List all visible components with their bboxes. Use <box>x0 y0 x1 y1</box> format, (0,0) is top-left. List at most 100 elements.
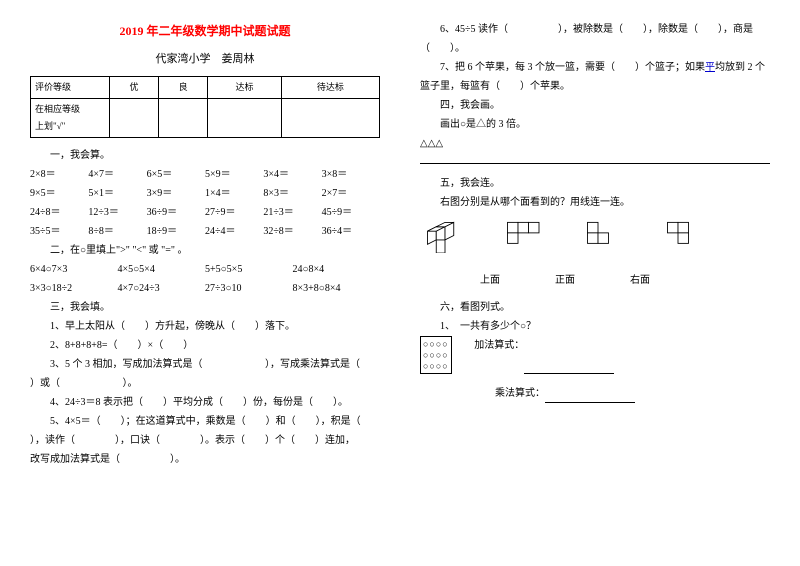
q7-underline: 平 <box>705 62 715 73</box>
circle-row: ○○○○ <box>423 350 449 361</box>
calc-row: 35÷5＝ 8÷8＝ 18÷9＝ 24÷4＝ 32÷8＝ 36÷4＝ <box>30 222 380 241</box>
calc-row: 9×5＝ 5×1＝ 3×9＝ 1×4＝ 8×3＝ 2×7＝ <box>30 184 380 203</box>
view-shape-icon <box>580 218 630 253</box>
right-column: 6、45÷5 读作（ ），被除数是（ ），除数是（ ），商是（ ）。 7、把 6… <box>420 20 770 469</box>
eq: 24÷4＝ <box>205 222 263 241</box>
label-top: 上面 <box>480 271 500 290</box>
answer-line <box>545 402 635 403</box>
eval-col-a: 优 <box>110 76 159 98</box>
view-labels: 上面 正面 右面 <box>480 271 770 290</box>
q3a: 3、5 个 3 相加，写成加法算式是（ <box>50 359 203 370</box>
compare-row: 3×3○18÷2 4×7○24÷3 27÷3○10 8×3+8○8×4 <box>30 279 380 298</box>
answer-line <box>524 373 614 374</box>
eq: 8×3＝ <box>263 184 321 203</box>
cube-3d-icon <box>420 218 470 253</box>
eq: 3×8＝ <box>322 165 380 184</box>
q61: 1、 一共有多少个○？ <box>420 317 770 336</box>
eq: 24÷8＝ <box>30 203 88 222</box>
q3b: ），写成乘法算式是（ <box>265 359 360 370</box>
label-front: 正面 <box>555 271 575 290</box>
q6: 6、45÷5 读作（ ），被除数是（ ），除数是（ ），商是（ ）。 <box>420 20 770 58</box>
eq: 8÷8＝ <box>88 222 146 241</box>
eq: 5×1＝ <box>88 184 146 203</box>
eq: 3×3○18÷2 <box>30 279 118 298</box>
eq: 27÷9＝ <box>205 203 263 222</box>
calc-row: 24÷8＝ 12÷3＝ 36÷9＝ 27÷9＝ 21÷3＝ 45÷9＝ <box>30 203 380 222</box>
eq: 36÷4＝ <box>322 222 380 241</box>
eq: 8×3+8○8×4 <box>293 279 381 298</box>
q3-line2: ）或（ ）。 <box>30 374 380 393</box>
eval-table: 评价等级 优 良 达标 待达标 在相应等级 上划"√" <box>30 76 380 138</box>
eq: 2×7＝ <box>322 184 380 203</box>
label-right: 右面 <box>630 271 650 290</box>
eq: 4×5○5×4 <box>118 260 206 279</box>
eq: 18÷9＝ <box>147 222 205 241</box>
q7: 7、把 6 个苹果，每 3 个放一篮，需要（ ）个篮子；如果平均放到 2 个 <box>420 58 770 77</box>
mul-label: 乘法算式： <box>495 388 545 399</box>
doc-title: 2019 年二年级数学期中试题试题 <box>30 20 380 43</box>
page: 2019 年二年级数学期中试题试题 代家湾小学 姜周林 评价等级 优 良 达标 … <box>0 0 800 489</box>
eq: 12÷3＝ <box>88 203 146 222</box>
doc-subtitle: 代家湾小学 姜周林 <box>30 49 380 70</box>
circle-row: ○○○○ <box>423 339 449 350</box>
eq: 6×4○7×3 <box>30 260 118 279</box>
eval-cell <box>281 98 379 137</box>
eq: 3×4＝ <box>263 165 321 184</box>
view-shape-icon <box>660 218 710 253</box>
eval-cell <box>159 98 208 137</box>
eval-note-a: 在相应等级 <box>35 101 105 118</box>
eq: 45÷9＝ <box>322 203 380 222</box>
section-2: 二，在○里填上">" "<" 或 "=" 。 <box>30 241 380 260</box>
eval-col-c: 达标 <box>208 76 282 98</box>
eq: 4×7＝ <box>88 165 146 184</box>
circle-row: ○○○○ <box>423 361 449 372</box>
eq: 21÷3＝ <box>263 203 321 222</box>
eval-cell <box>208 98 282 137</box>
eval-label: 评价等级 <box>31 76 110 98</box>
circle-box: ○○○○ ○○○○ ○○○○ <box>420 336 452 374</box>
eval-col-d: 待达标 <box>281 76 379 98</box>
q5a: 5、4×5＝（ ）；在这道算式中，乘数是（ ）和（ ），积是（ <box>30 412 380 431</box>
q3d: ）。 <box>123 378 138 389</box>
eq: 27÷3○10 <box>205 279 293 298</box>
eval-note-b: 上划"√" <box>35 118 105 135</box>
eq: 4×7○24÷3 <box>118 279 206 298</box>
calc-row: 2×8＝ 4×7＝ 6×5＝ 5×9＝ 3×4＝ 3×8＝ <box>30 165 380 184</box>
q5c: 改写成加法算式是（ ）。 <box>30 450 380 469</box>
eval-note: 在相应等级 上划"√" <box>31 98 110 137</box>
eq: 5×9＝ <box>205 165 263 184</box>
section-1: 一，我会算。 <box>30 146 380 165</box>
draw-line <box>420 163 770 164</box>
eq: 9×5＝ <box>30 184 88 203</box>
eq: 5+5○5×5 <box>205 260 293 279</box>
q7b: 均放到 2 个 <box>715 62 765 73</box>
left-column: 2019 年二年级数学期中试题试题 代家湾小学 姜周林 评价等级 优 良 达标 … <box>30 20 380 469</box>
q7a: 7、把 6 个苹果，每 3 个放一篮，需要（ ）个篮子；如果 <box>440 62 705 73</box>
section-5: 五，我会连。 <box>420 174 770 193</box>
q1: 1、早上太阳从（ ）方升起，傍晚从（ ）落下。 <box>30 317 380 336</box>
mul-row: 乘法算式： <box>495 384 770 403</box>
section-4: 四，我会画。 <box>420 96 770 115</box>
section-6: 六，看图列式。 <box>420 298 770 317</box>
cube-figures <box>420 218 770 253</box>
add-label: 加法算式： <box>474 340 524 351</box>
q2: 2、8+8+8+8=（ ）×（ ） <box>30 336 380 355</box>
eval-cell <box>110 98 159 137</box>
eq: 1×4＝ <box>205 184 263 203</box>
circles-row: ○○○○ ○○○○ ○○○○ 加法算式： <box>420 336 770 374</box>
eval-col-b: 良 <box>159 76 208 98</box>
q3: 3、5 个 3 相加，写成加法算式是（ ），写成乘法算式是（ <box>30 355 380 374</box>
eq: 6×5＝ <box>147 165 205 184</box>
triangles: △△△ <box>420 134 770 153</box>
eq: 32÷8＝ <box>263 222 321 241</box>
eq: 35÷5＝ <box>30 222 88 241</box>
q5b: ），读作（ ），口诀（ ）。表示（ ）个（ ）连加， <box>30 431 380 450</box>
q4: 4、24÷3＝8 表示把（ ）平均分成（ ）份，每份是（ ）。 <box>30 393 380 412</box>
draw-instr: 画出○是△的 3 倍。 <box>420 115 770 134</box>
eq: 36÷9＝ <box>147 203 205 222</box>
view-shape-icon <box>500 218 550 253</box>
conn-instr: 右图分别是从哪个面看到的？用线连一连。 <box>420 193 770 212</box>
eq: 24○8×4 <box>293 260 381 279</box>
q3c: ）或（ <box>30 378 60 389</box>
compare-row: 6×4○7×3 4×5○5×4 5+5○5×5 24○8×4 <box>30 260 380 279</box>
